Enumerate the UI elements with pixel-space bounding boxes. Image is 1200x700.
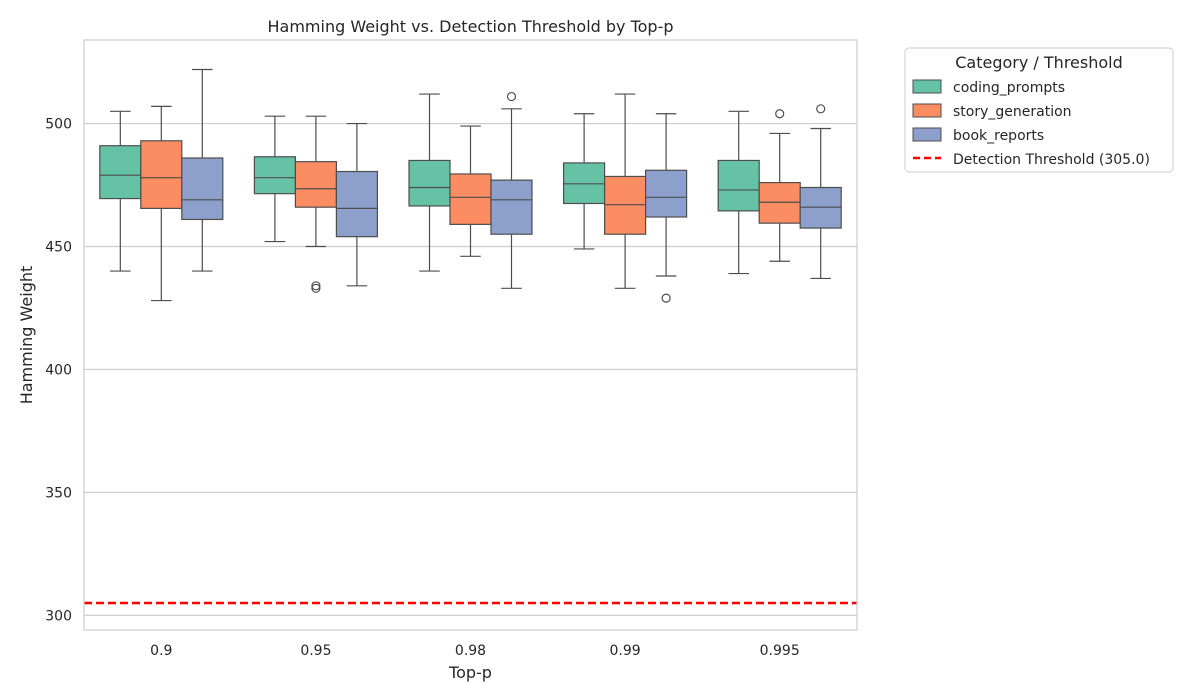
x-tick-label: 0.9	[150, 643, 172, 659]
box-story-generation-0-99	[603, 93, 647, 289]
series-book-reports	[181, 68, 842, 303]
legend-item-story-generation: story_generation	[912, 103, 1072, 120]
legend-item-coding-prompts: coding_prompts	[912, 79, 1065, 96]
legend-label-coding-prompts: coding_prompts	[953, 80, 1065, 96]
box-book-reports-0-995	[799, 104, 842, 280]
box-story-generation-0-95	[294, 115, 337, 293]
box-iqr	[799, 186, 842, 229]
legend-label-book-reports: book_reports	[953, 128, 1044, 144]
box-iqr	[294, 161, 337, 208]
outlier-point	[506, 91, 517, 102]
box-book-reports-0-95	[335, 122, 378, 287]
box-book-reports-0-98	[490, 91, 533, 289]
legend-title: Category / Threshold	[955, 53, 1123, 72]
legend-label-story-generation: story_generation	[953, 104, 1072, 120]
plot-frame	[83, 39, 858, 631]
legend-swatch-story-generation	[912, 103, 942, 118]
outlier-point	[816, 104, 826, 114]
x-tick-labels: 0.9 0.95 0.98 0.99 0.995	[150, 643, 800, 659]
box-iqr	[490, 179, 533, 235]
y-tick-labels: 300 350 400 450 500	[45, 117, 72, 625]
box-iqr	[140, 140, 183, 209]
legend-swatch-book-reports	[912, 127, 942, 142]
box-iqr	[253, 156, 296, 195]
box-story-generation-0-995	[758, 109, 801, 262]
box-coding-prompts-0-99	[562, 113, 606, 250]
box-iqr	[449, 173, 492, 225]
outlier-point	[661, 293, 671, 303]
x-tick-label: 0.98	[455, 643, 486, 659]
box-iqr	[181, 157, 224, 221]
outlier-point	[311, 283, 321, 293]
box-book-reports-0-9	[181, 68, 224, 272]
box-coding-prompts-0-9	[99, 110, 142, 272]
box-iqr	[603, 175, 647, 235]
legend-swatch-coding-prompts	[912, 79, 942, 94]
x-tick-label: 0.95	[300, 643, 331, 659]
y-tick-label: 450	[45, 240, 72, 256]
box-coding-prompts-0-995	[717, 110, 760, 275]
x-tick-label: 0.99	[610, 643, 641, 659]
y-tick-label: 400	[45, 362, 72, 378]
outlier-point	[775, 109, 785, 119]
x-tick-label: 0.995	[760, 643, 800, 659]
legend-frame	[904, 47, 1174, 173]
box-iqr	[408, 159, 451, 207]
chart-title: Hamming Weight vs. Detection Threshold b…	[267, 17, 673, 36]
box-series-group	[99, 68, 842, 303]
legend-item-book-reports: book_reports	[912, 127, 1044, 144]
box-iqr	[644, 169, 688, 218]
y-tick-label: 500	[45, 117, 72, 133]
y-axis-label: Hamming Weight	[17, 266, 36, 405]
y-tick-label: 350	[45, 485, 72, 501]
outlier-point	[311, 281, 321, 291]
x-axis-label: Top-p	[448, 663, 492, 682]
y-tick-label: 300	[45, 608, 72, 624]
legend: Category / Threshold coding_prompts stor…	[904, 47, 1174, 173]
series-coding-prompts	[99, 93, 760, 275]
box-iqr	[335, 170, 378, 238]
box-coding-prompts-0-98	[408, 93, 451, 272]
legend-label-threshold: Detection Threshold (305.0)	[953, 152, 1150, 168]
box-iqr	[562, 162, 606, 205]
box-iqr	[99, 145, 142, 200]
box-coding-prompts-0-95	[253, 115, 296, 243]
box-book-reports-0-99	[644, 113, 688, 303]
box-iqr	[758, 181, 801, 224]
legend-item-threshold: Detection Threshold (305.0)	[913, 152, 1150, 168]
box-iqr	[717, 159, 760, 212]
box-story-generation-0-9	[140, 105, 183, 302]
